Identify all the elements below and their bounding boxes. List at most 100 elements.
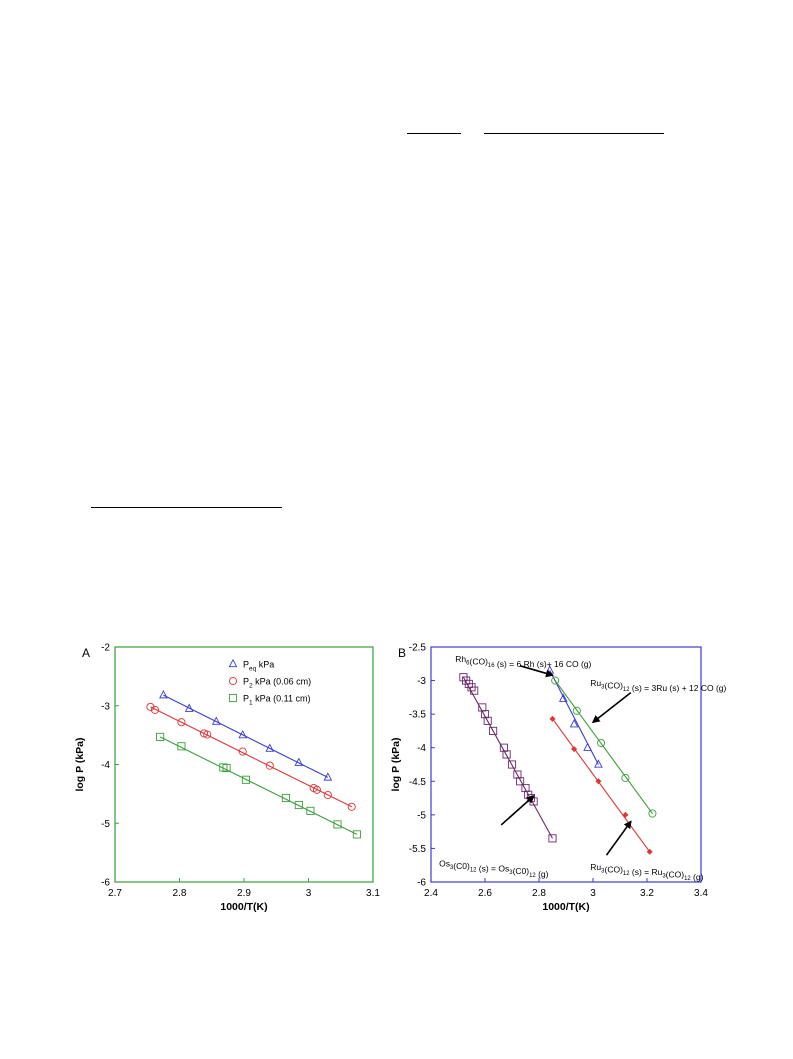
x-tick-label: 3.1 <box>366 888 380 899</box>
data-point <box>177 742 186 751</box>
annotation-text: Ru3(CO)12 (s) = 3Ru (s) + 12 CO (g) <box>590 678 726 693</box>
data-point <box>507 760 517 769</box>
data-point <box>211 716 221 725</box>
data-point <box>352 830 361 839</box>
annotation: Ru3(CO)12 (s) = Ru3(CO)12 (g) <box>590 820 704 882</box>
series-0 <box>459 673 557 843</box>
series-1 <box>146 702 356 811</box>
data-point <box>513 770 522 779</box>
chart-panel-a: A 2.7 2.8 2.9 3 3.1 -6 -5 -4 -3 -2 1000/T(K) log P (… <box>74 643 380 914</box>
chart-panel-b: B 2.4 2.6 2.8 3 3.2 3.4 -6 -5.5 -5 -4.5 -4 -3.5 -3 -2.… <box>390 643 727 914</box>
annotation-arrow <box>591 692 632 724</box>
panel-label: B <box>398 646 406 660</box>
data-point <box>470 686 479 695</box>
series-fit-line <box>554 680 653 814</box>
annotation: Ru3(CO)12 (s) = 3Ru (s) + 12 CO (g) <box>590 678 727 724</box>
y-tick-label: -3 <box>101 701 110 712</box>
data-point <box>549 715 556 722</box>
data-point <box>646 848 653 855</box>
data-point <box>150 705 160 714</box>
x-tick-label: 2.8 <box>532 888 546 899</box>
y-tick-label: -4 <box>101 760 110 771</box>
y-axis-label: log P (kPa) <box>74 737 86 791</box>
data-point <box>294 757 304 766</box>
series-3 <box>549 715 653 855</box>
data-point <box>621 773 630 782</box>
footnote-rule <box>91 507 282 508</box>
data-point <box>548 834 557 843</box>
data-point <box>265 761 274 770</box>
header-rule-short <box>407 133 461 134</box>
data-point <box>571 746 578 753</box>
legend-entry: Peq kPa <box>243 660 274 673</box>
annotation-arrow <box>605 820 632 856</box>
y-tick-label: -5 <box>417 810 426 821</box>
data-point <box>499 743 508 752</box>
legend-marker <box>228 676 238 686</box>
x-tick-label: 2.6 <box>478 888 492 899</box>
y-tick-label: -5.5 <box>409 844 427 855</box>
x-tick-label: 3.4 <box>694 888 708 899</box>
annotation-text: Ru3(CO)12 (s) = Ru3(CO)12 (g) <box>590 862 703 882</box>
y-tick-label: -5 <box>101 819 110 830</box>
data-point <box>516 777 525 786</box>
data-point <box>502 750 511 759</box>
data-point <box>597 738 606 748</box>
x-tick-label: 2.9 <box>237 888 251 899</box>
x-axis-label: 1000/T(K) <box>542 901 589 913</box>
x-tick-label: 3 <box>306 888 312 899</box>
data-point <box>294 800 303 810</box>
data-point <box>569 719 579 728</box>
annotation-arrow <box>519 665 554 678</box>
data-point <box>622 811 629 818</box>
annotation: Rh6(CO)16 (s) = 6 Rh (s)+ 16 CO (g) <box>455 654 592 678</box>
data-point <box>323 772 333 781</box>
data-point <box>323 791 332 800</box>
series-fit-line <box>150 706 352 808</box>
data-point <box>551 676 560 685</box>
series-0 <box>159 690 333 781</box>
data-point <box>558 693 568 702</box>
annotation: Os3(C0)12 (s) = Os3(C0)12 (g) <box>439 795 549 879</box>
data-point <box>203 730 212 739</box>
annotation-text: Os3(C0)12 (s) = Os3(C0)12 (g) <box>439 859 549 879</box>
y-axis-label: log P (kPa) <box>390 737 402 791</box>
data-point <box>583 742 592 751</box>
legend-marker <box>228 693 238 703</box>
data-point <box>312 785 321 794</box>
data-point <box>265 743 275 752</box>
data-point <box>146 702 155 711</box>
data-point <box>521 783 530 793</box>
data-point <box>222 763 231 773</box>
legend-entry: P2 kPa (0.06 cm) <box>243 677 311 690</box>
header-rule-long <box>484 133 664 134</box>
data-point <box>489 726 498 735</box>
y-tick-label: -3 <box>417 676 426 687</box>
legend-entry: P1 kPa (0.11 cm) <box>243 694 311 707</box>
x-tick-label: 3 <box>590 888 596 899</box>
legend: Peq kPa P2 kPa (0.06 cm) P1 kPa (0.11 cm) <box>228 658 311 707</box>
y-tick-label: -2.5 <box>409 643 427 654</box>
data-point <box>238 729 248 739</box>
series-2 <box>156 732 361 839</box>
x-tick-label: 3.2 <box>640 888 654 899</box>
data-point <box>238 747 247 756</box>
x-tick-label: 2.4 <box>424 888 438 899</box>
data-point <box>594 759 603 768</box>
data-point <box>478 703 487 712</box>
data-point <box>483 716 492 725</box>
y-tick-label: -4.5 <box>409 777 427 788</box>
x-tick-label: 2.8 <box>173 888 187 899</box>
data-point <box>156 732 165 741</box>
y-tick-label: -6 <box>101 878 110 889</box>
y-tick-label: -2 <box>101 643 110 654</box>
series-2 <box>551 676 657 818</box>
legend-marker <box>228 658 238 668</box>
data-point <box>159 690 168 699</box>
data-point <box>177 718 186 727</box>
x-tick-label: 2.7 <box>108 888 122 899</box>
y-tick-label: -6 <box>417 878 426 889</box>
data-point <box>595 778 602 785</box>
plot-frame <box>430 646 702 883</box>
